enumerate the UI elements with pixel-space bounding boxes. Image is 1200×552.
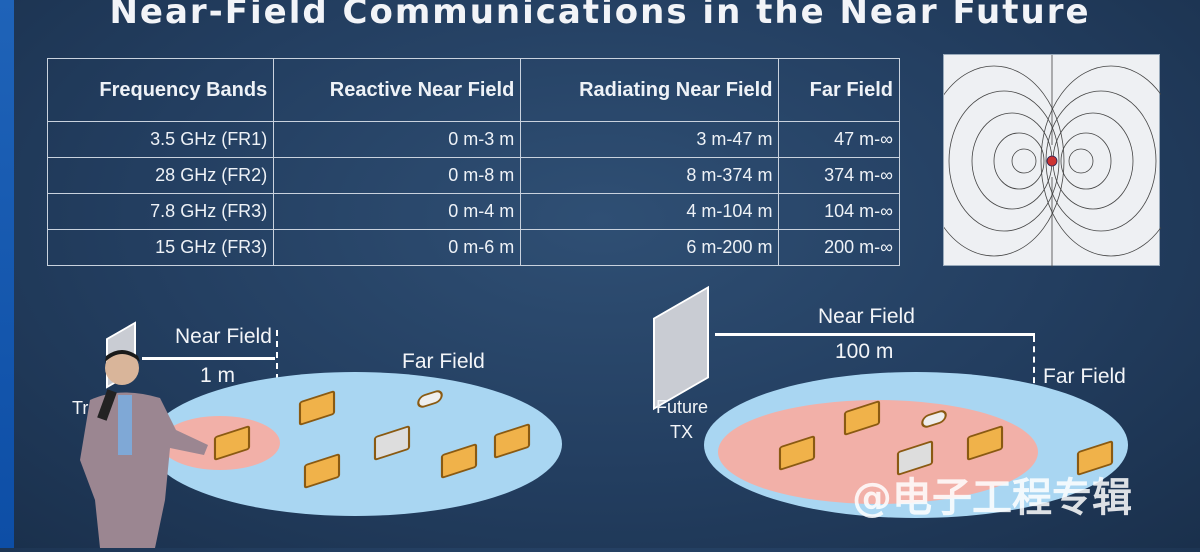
left-far-field-label: Far Field [402,350,485,373]
future-tx-panel [653,285,709,411]
left-distance-arrow [142,357,275,360]
left-tx-label: Tr [72,398,89,418]
cell: 0 m-3 m [273,121,522,158]
cell: 0 m-4 m [273,193,522,230]
header-cell: Frequency Bands [46,58,275,122]
cell: 6 m-200 m [520,229,780,266]
future-tx-label-line1: Future [656,397,709,417]
presenter [80,350,210,548]
cell: 28 GHz (FR2) [46,157,275,194]
left-distance-label: 1 m [200,364,236,387]
cell: 15 GHz (FR3) [46,229,275,266]
cell: 0 m-6 m [273,229,522,266]
future-tx-label-line2: TX [670,422,694,442]
watermark: @电子工程专辑 [852,475,1132,521]
cell: 7.8 GHz (FR3) [46,193,275,230]
cell: 104 m-∞ [778,193,900,230]
right-near-field-label: Near Field [818,305,915,328]
slide-title: Near-Field Communications in the Near Fu… [109,0,1091,32]
header-cell: Far Field [778,58,900,122]
cell: 200 m-∞ [778,229,900,266]
stage-left-edge [0,0,14,548]
right-far-field-label: Far Field [1043,365,1126,388]
table-header-row: Frequency Bands Reactive Near Field Radi… [46,58,900,122]
cell: 374 m-∞ [778,157,900,194]
cell: 3.5 GHz (FR1) [46,121,275,158]
cell: 0 m-8 m [273,157,522,194]
cell: 3 m-47 m [520,121,780,158]
left-boundary-line [276,330,278,380]
frequency-band-table: Frequency Bands Reactive Near Field Radi… [46,58,900,266]
cell: 4 m-104 m [520,193,780,230]
right-distance-arrow [715,333,1035,336]
left-near-field-label: Near Field [175,325,272,348]
cell: 8 m-374 m [520,157,780,194]
cell: 47 m-∞ [778,121,900,158]
header-cell: Reactive Near Field [273,58,522,122]
dipole-field-contour-plot [923,54,1182,267]
right-distance-label: 100 m [835,340,894,363]
header-cell: Radiating Near Field [520,58,780,122]
